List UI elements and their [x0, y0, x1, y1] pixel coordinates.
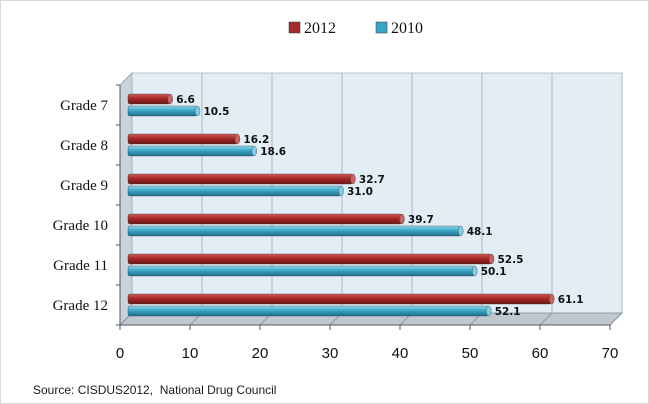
bar-2012-grade-11 [127, 253, 492, 265]
x-tick-label: 30 [322, 345, 339, 362]
bar-2010-grade-9 [127, 185, 342, 197]
bar-end-cap [458, 225, 464, 237]
data-label: 31.0 [347, 186, 373, 198]
bar-2012-grade-12 [127, 293, 552, 305]
bar-2010-grade-10 [127, 225, 461, 237]
data-label: 48.1 [467, 226, 493, 238]
category-label: Grade 12 [53, 298, 108, 314]
bar-2012-grade-9 [127, 173, 354, 185]
bar-end-cap [194, 105, 201, 117]
x-tick-label: 0 [116, 345, 124, 362]
bar-end-cap [549, 293, 555, 305]
category-label: Grade 7 [60, 98, 108, 114]
data-label: 16.2 [243, 134, 269, 146]
floor-gridline [609, 312, 623, 326]
bar-2012-grade-10 [127, 213, 403, 225]
data-label: 18.6 [260, 146, 286, 158]
source-note: Source: CISDUS2012, National Drug Counci… [33, 383, 277, 397]
data-label: 6.6 [176, 94, 195, 106]
category-label: Grade 8 [60, 138, 108, 154]
data-label: 52.1 [495, 306, 521, 318]
data-label: 10.5 [204, 106, 230, 118]
category-label: Grade 10 [53, 218, 108, 234]
floor-gridline [539, 312, 553, 326]
bar-2010-grade-11 [127, 265, 475, 277]
data-label: 52.5 [498, 254, 524, 266]
legend-swatch-2010 [375, 21, 388, 34]
x-tick-label: 20 [252, 345, 269, 362]
x-tick-label: 10 [182, 345, 199, 362]
category-label: Grade 9 [60, 178, 108, 194]
bar-2010-grade-8 [127, 145, 255, 157]
legend-label-2012: 2012 [304, 20, 336, 37]
bar-2012-grade-8 [127, 133, 238, 145]
data-label: 39.7 [408, 214, 434, 226]
x-tick-label: 70 [602, 345, 619, 362]
category-label: Grade 11 [53, 258, 108, 274]
bar-end-cap [234, 133, 241, 145]
bar-end-cap [399, 213, 405, 225]
bar-end-cap [350, 173, 356, 185]
x-tick-label: 50 [462, 345, 479, 362]
legend-swatch-2012 [288, 21, 301, 34]
legend-label-2010: 2010 [391, 20, 423, 37]
bar-2010-grade-12 [127, 305, 489, 317]
x-tick-label: 40 [392, 345, 409, 362]
data-label: 32.7 [359, 174, 385, 186]
bar-end-cap [486, 305, 492, 317]
bar-end-cap [167, 93, 173, 105]
data-label: 61.1 [558, 294, 584, 306]
bar-2010-grade-7 [127, 105, 198, 117]
bar-end-cap [338, 185, 344, 197]
bar-2012-grade-7 [127, 93, 171, 105]
bar-end-cap [251, 145, 257, 157]
x-tick-label: 60 [532, 345, 549, 362]
bar-end-cap [472, 265, 478, 277]
data-label: 50.1 [481, 266, 507, 278]
bar-end-cap [488, 253, 495, 265]
